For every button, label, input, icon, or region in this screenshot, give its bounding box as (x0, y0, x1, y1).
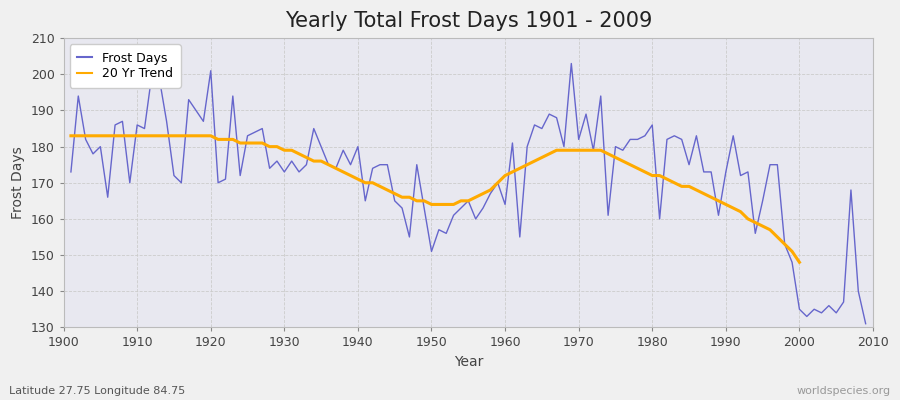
20 Yr Trend (205, 133, 216, 138)
Frost Days (492, 180, 503, 185)
Frost Days (66, 170, 77, 174)
Frost Days (286, 159, 297, 164)
Legend: Frost Days, 20 Yr Trend: Frost Days, 20 Yr Trend (70, 44, 181, 88)
Line: Frost Days: Frost Days (71, 64, 866, 324)
Frost Days (566, 61, 577, 66)
20 Yr Trend (757, 224, 768, 228)
Frost Days (330, 166, 341, 171)
20 Yr Trend (66, 133, 77, 138)
20 Yr Trend (500, 173, 510, 178)
20 Yr Trend (235, 141, 246, 146)
20 Yr Trend (794, 260, 805, 265)
Frost Days (860, 321, 871, 326)
20 Yr Trend (735, 209, 746, 214)
Line: 20 Yr Trend: 20 Yr Trend (71, 136, 799, 262)
Frost Days (124, 180, 135, 185)
X-axis label: Year: Year (454, 355, 483, 369)
Y-axis label: Frost Days: Frost Days (11, 146, 25, 219)
20 Yr Trend (441, 202, 452, 207)
Text: worldspecies.org: worldspecies.org (796, 386, 891, 396)
Frost Days (500, 202, 510, 207)
Frost Days (595, 94, 606, 98)
Text: Latitude 27.75 Longitude 84.75: Latitude 27.75 Longitude 84.75 (9, 386, 185, 396)
Title: Yearly Total Frost Days 1901 - 2009: Yearly Total Frost Days 1901 - 2009 (284, 11, 652, 31)
